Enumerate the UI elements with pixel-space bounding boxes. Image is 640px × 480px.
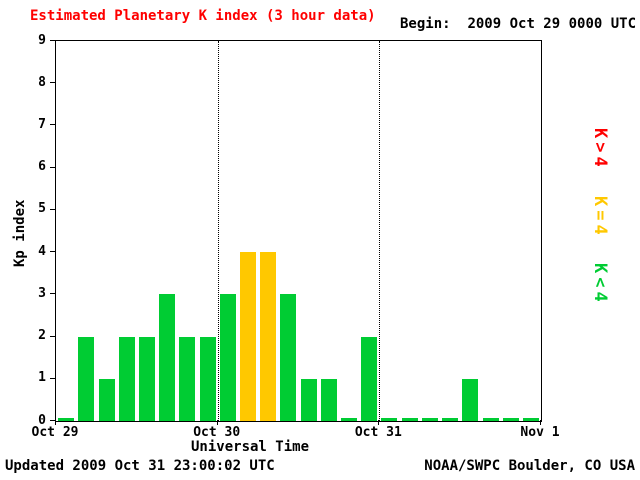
kp-bar bbox=[320, 378, 337, 421]
day-boundary-gridline bbox=[379, 41, 381, 421]
y-tick-label: 6 bbox=[38, 159, 46, 175]
y-tick-label: 4 bbox=[38, 243, 46, 259]
kp-bar bbox=[300, 378, 317, 421]
kp-bar bbox=[240, 252, 256, 421]
y-tick-label: 5 bbox=[38, 201, 46, 217]
day-boundary-gridline bbox=[217, 41, 219, 421]
y-tick-mark bbox=[50, 40, 55, 41]
kp-bar bbox=[219, 294, 236, 421]
y-tick-label: 7 bbox=[38, 116, 46, 132]
legend-item: K>4 bbox=[590, 128, 610, 171]
kp-bar bbox=[522, 418, 539, 421]
kp-bar bbox=[179, 336, 196, 421]
y-tick-label: 0 bbox=[38, 412, 46, 428]
kp-bar bbox=[341, 418, 357, 421]
x-tick-label: Oct 30 bbox=[193, 425, 241, 440]
kp-bar bbox=[502, 418, 519, 421]
legend-item: K=4 bbox=[590, 196, 610, 239]
kp-bar bbox=[199, 336, 216, 421]
y-tick-label: 3 bbox=[38, 285, 46, 301]
kp-bar bbox=[118, 336, 135, 421]
y-tick-label: 2 bbox=[38, 328, 46, 344]
x-tick-label: Nov 1 bbox=[520, 425, 560, 440]
kp-bar bbox=[442, 418, 459, 421]
y-tick-mark bbox=[50, 82, 55, 84]
kp-bar bbox=[482, 418, 499, 421]
begin-label: Begin: bbox=[400, 16, 451, 32]
kp-bar bbox=[159, 294, 176, 421]
begin-value: 2009 Oct 29 0000 UTC bbox=[467, 16, 637, 32]
kp-bar bbox=[401, 418, 418, 421]
kp-bar bbox=[381, 418, 398, 421]
kp-bar bbox=[78, 336, 95, 421]
x-tick-label: Oct 29 bbox=[31, 425, 79, 440]
legend-item: K<4 bbox=[590, 263, 610, 306]
x-axis-label: Universal Time bbox=[190, 439, 310, 455]
x-tick-mark bbox=[216, 420, 218, 425]
plot-area bbox=[55, 40, 542, 422]
y-tick-mark bbox=[50, 420, 55, 421]
kp-bar bbox=[361, 336, 378, 421]
y-tick-label: 1 bbox=[38, 370, 46, 386]
x-tick-mark bbox=[540, 420, 541, 425]
y-tick-mark bbox=[50, 335, 55, 337]
x-tick-mark bbox=[378, 420, 380, 425]
y-tick-mark bbox=[50, 377, 55, 379]
x-tick-mark bbox=[55, 420, 56, 425]
y-tick-label: 8 bbox=[38, 74, 46, 90]
kp-bar bbox=[462, 378, 479, 421]
y-tick-mark bbox=[50, 124, 55, 126]
y-tick-label: 9 bbox=[38, 32, 46, 48]
source-text: NOAA/SWPC Boulder, CO USA bbox=[424, 458, 635, 474]
y-tick-mark bbox=[50, 166, 55, 168]
x-tick-label: Oct 31 bbox=[354, 425, 402, 440]
y-tick-mark bbox=[50, 251, 55, 253]
kp-bar bbox=[98, 378, 115, 421]
begin-spacer bbox=[451, 16, 468, 32]
kp-bar bbox=[138, 336, 155, 421]
kp-bar bbox=[260, 252, 277, 421]
kp-bar bbox=[58, 418, 75, 421]
kp-bar bbox=[421, 418, 438, 421]
updated-text: Updated 2009 Oct 31 23:00:02 UTC bbox=[5, 458, 275, 474]
y-tick-mark bbox=[50, 208, 55, 210]
y-tick-mark bbox=[50, 293, 55, 295]
kp-bar bbox=[280, 294, 297, 421]
begin-line: Begin: 2009 Oct 29 0000 UTC bbox=[400, 16, 636, 32]
chart-title: Estimated Planetary K index (3 hour data… bbox=[30, 8, 376, 24]
